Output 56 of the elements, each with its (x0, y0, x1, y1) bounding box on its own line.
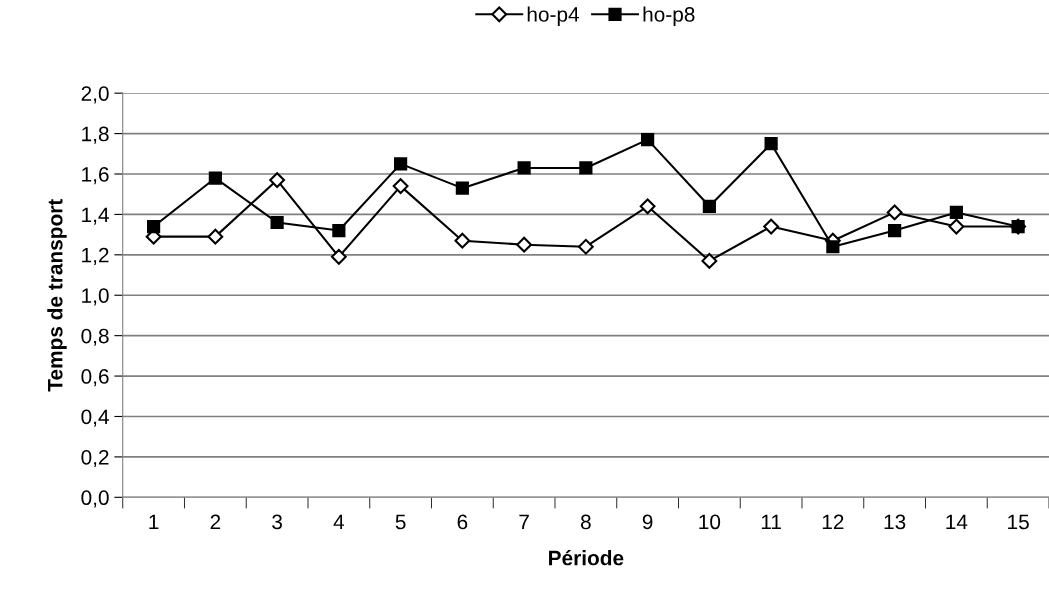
y-tick-label: 0,2 (81, 449, 109, 468)
point (948, 218, 965, 235)
point (392, 178, 409, 195)
point (639, 198, 656, 215)
point (701, 252, 718, 269)
point (949, 205, 963, 219)
x-tick-label: 7 (519, 514, 529, 530)
x-tick-label: 10 (699, 514, 721, 530)
point (763, 218, 780, 235)
point (826, 240, 840, 254)
point (764, 137, 778, 151)
point (269, 172, 286, 188)
point (208, 171, 222, 185)
x-tick-label: 3 (272, 514, 282, 530)
point (332, 223, 346, 238)
y-tick-label: 1,8 (82, 126, 109, 144)
x-tick-label: 12 (822, 514, 844, 530)
point (147, 219, 161, 234)
point (454, 232, 471, 249)
point (579, 161, 593, 175)
point (394, 157, 408, 171)
x-tick-label: 14 (946, 514, 968, 530)
x-tick-label: 1 (149, 514, 159, 530)
y-tick-label: 0,6 (81, 369, 109, 387)
y-tick-label: 1,2 (82, 247, 109, 266)
y-tick-label: 0,0 (81, 490, 109, 508)
point (517, 161, 531, 175)
y-tick-label: 2,0 (81, 86, 109, 104)
point (455, 181, 469, 195)
point (270, 215, 284, 230)
x-tick-label: 11 (761, 514, 781, 530)
point (577, 238, 594, 255)
legend-label: ho-p4 (527, 6, 580, 26)
point (207, 228, 224, 245)
x-axis-title: Période (549, 549, 624, 566)
point (330, 248, 347, 265)
point (516, 236, 533, 253)
legend-label: ho-p8 (643, 6, 695, 26)
x-tick-label: 4 (333, 514, 345, 530)
x-tick-label: 5 (395, 514, 406, 530)
x-tick-label: 8 (580, 514, 591, 530)
y-tick-label: 1,0 (82, 288, 109, 306)
y-axis-title: Temps de transport (47, 199, 67, 392)
y-tick-label: 0,8 (81, 328, 109, 346)
x-tick-label: 13 (884, 514, 906, 530)
point (888, 223, 902, 238)
point (641, 133, 655, 147)
y-tick-label: 1,6 (82, 167, 109, 185)
x-tick-label: 9 (642, 514, 653, 530)
x-tick-label: 15 (1008, 514, 1029, 530)
point (702, 199, 716, 213)
point (886, 204, 903, 221)
x-tick-label: 2 (210, 514, 221, 530)
x-tick-label: 6 (457, 514, 468, 530)
y-tick-label: 0,4 (81, 409, 109, 427)
y-tick-label: 1,4 (82, 207, 109, 225)
